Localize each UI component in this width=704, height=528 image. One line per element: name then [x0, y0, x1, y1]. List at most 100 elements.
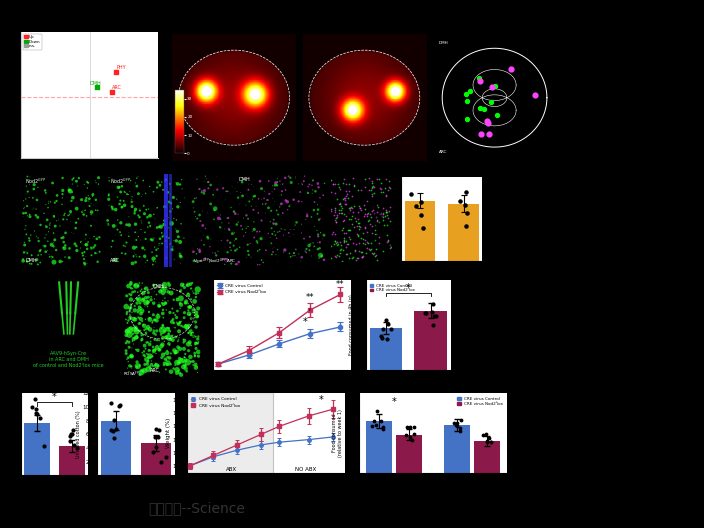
- Point: [344, 235, 356, 243]
- Point: [332, 251, 343, 259]
- Point: [51, 148, 63, 157]
- Point: [289, 221, 301, 229]
- Point: [248, 192, 259, 201]
- Point: [68, 129, 79, 137]
- Point: [242, 222, 253, 231]
- Point: [179, 284, 190, 292]
- Point: [132, 295, 143, 303]
- Point: [149, 316, 160, 324]
- Point: [163, 329, 175, 338]
- Point: [295, 257, 306, 265]
- Point: [183, 303, 194, 312]
- Point: [153, 345, 165, 354]
- Point: [58, 233, 69, 242]
- Point: [32, 196, 43, 204]
- Point: [71, 116, 82, 125]
- Point: [71, 127, 82, 135]
- Point: [268, 243, 279, 252]
- Point: [187, 361, 199, 369]
- Point: [69, 240, 80, 248]
- Point: [188, 300, 199, 309]
- Point: [184, 338, 195, 346]
- Point: [125, 324, 137, 333]
- Point: [339, 194, 351, 202]
- Point: [129, 287, 140, 296]
- Point: [103, 176, 115, 185]
- Point: [224, 226, 235, 234]
- Point: [142, 357, 153, 365]
- Point: [67, 147, 78, 155]
- Point: [89, 120, 100, 128]
- Point: [127, 288, 138, 296]
- Point: [187, 305, 198, 313]
- Point: [77, 122, 89, 131]
- Point: [89, 241, 101, 250]
- Point: [67, 175, 78, 184]
- Point: [92, 206, 103, 215]
- Point: [249, 218, 260, 226]
- Point: [211, 231, 222, 240]
- Point: [177, 280, 188, 289]
- Point: [284, 249, 295, 258]
- Point: [168, 214, 180, 223]
- Point: [296, 197, 308, 206]
- Point: [267, 194, 278, 203]
- Point: [132, 363, 143, 371]
- Point: [89, 120, 101, 128]
- Point: [139, 246, 151, 254]
- Point: [178, 338, 189, 347]
- Point: [95, 149, 106, 158]
- Point: [32, 252, 43, 260]
- Point: [54, 222, 65, 230]
- Point: [30, 408, 42, 417]
- Point: [97, 111, 108, 119]
- Point: [249, 205, 260, 214]
- Point: [76, 144, 87, 153]
- Point: [140, 294, 151, 302]
- Point: [82, 184, 93, 192]
- Point: [201, 209, 213, 217]
- Point: [79, 153, 90, 161]
- Point: [152, 178, 163, 186]
- Point: [129, 123, 140, 131]
- Point: [63, 183, 74, 191]
- Point: [157, 326, 168, 334]
- Point: [168, 315, 179, 324]
- Point: [369, 251, 380, 260]
- Point: [91, 129, 102, 138]
- Point: [132, 281, 144, 290]
- Point: [40, 188, 51, 197]
- Point: [20, 182, 32, 191]
- Point: [158, 361, 170, 369]
- Point: [120, 120, 132, 128]
- Point: [338, 224, 349, 233]
- Point: [350, 216, 361, 225]
- Text: E: E: [190, 163, 198, 173]
- Point: [415, 211, 427, 219]
- Point: [358, 212, 370, 221]
- Point: [125, 278, 137, 287]
- Point: [158, 337, 170, 346]
- Point: [134, 327, 146, 335]
- Point: [63, 150, 74, 158]
- Point: [80, 138, 92, 146]
- Point: [88, 127, 99, 135]
- Point: [171, 347, 182, 356]
- Point: [225, 239, 236, 247]
- Point: [334, 238, 345, 247]
- Point: [296, 229, 307, 237]
- Point: [158, 186, 170, 194]
- Point: [246, 253, 257, 261]
- Point: [377, 209, 389, 217]
- Point: [357, 253, 368, 261]
- Legend: CRE virus Control, CRE virus Nod2ᶠlox: CRE virus Control, CRE virus Nod2ᶠlox: [215, 282, 268, 296]
- Point: [130, 179, 141, 187]
- Point: [61, 110, 72, 119]
- Point: [256, 256, 267, 265]
- Point: [168, 193, 179, 202]
- Point: [185, 295, 196, 304]
- Point: [89, 148, 101, 156]
- Point: [79, 114, 90, 122]
- Text: Vgat$^{GFP}$Nod2$^{GFP}$ ARC: Vgat$^{GFP}$Nod2$^{GFP}$ ARC: [193, 257, 237, 267]
- Point: [180, 350, 191, 358]
